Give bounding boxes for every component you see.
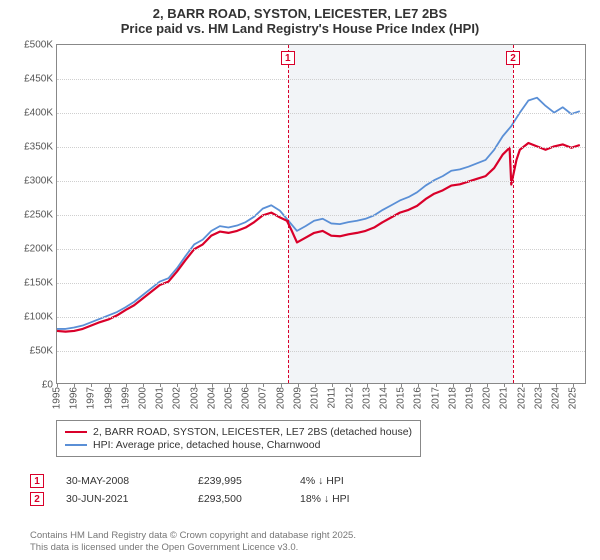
x-axis-label: 2000 [138, 387, 149, 409]
x-axis-label: 2008 [275, 387, 286, 409]
y-axis-label: £300K [24, 176, 53, 187]
sale-hpi-delta: 18% ↓ HPI [300, 493, 400, 505]
y-axis-label: £50K [30, 346, 53, 357]
x-axis-label: 1998 [103, 387, 114, 409]
legend-swatch [65, 444, 87, 446]
gridline-h [57, 215, 585, 216]
footnote: Contains HM Land Registry data © Crown c… [30, 530, 590, 554]
x-axis-label: 2021 [499, 387, 510, 409]
x-axis-label: 2022 [516, 387, 527, 409]
x-axis-label: 2006 [241, 387, 252, 409]
x-axis-label: 2019 [464, 387, 475, 409]
sales-table: 1 30-MAY-2008 £239,995 4% ↓ HPI 2 30-JUN… [30, 470, 590, 510]
x-axis-label: 2011 [327, 387, 338, 409]
x-axis-label: 2020 [482, 387, 493, 409]
sale-row: 1 30-MAY-2008 £239,995 4% ↓ HPI [30, 474, 590, 488]
legend-row: HPI: Average price, detached house, Char… [65, 439, 412, 451]
y-axis-label: £400K [24, 108, 53, 119]
reference-marker-icon: 2 [506, 51, 520, 65]
gridline-h [57, 181, 585, 182]
chart-wrapper: £0£50K£100K£150K£200K£250K£300K£350K£400… [10, 44, 590, 414]
gridline-h [57, 147, 585, 148]
series-hpi [57, 98, 580, 329]
plot-area: £0£50K£100K£150K£200K£250K£300K£350K£400… [56, 44, 586, 384]
y-axis-label: £350K [24, 142, 53, 153]
x-axis-label: 2013 [361, 387, 372, 409]
legend-swatch [65, 431, 87, 433]
x-axis-label: 2005 [224, 387, 235, 409]
gridline-h [57, 351, 585, 352]
gridline-h [57, 317, 585, 318]
x-axis-label: 2016 [413, 387, 424, 409]
reference-marker-icon: 1 [281, 51, 295, 65]
y-axis-label: £500K [24, 40, 53, 51]
legend-label: HPI: Average price, detached house, Char… [93, 439, 320, 451]
footnote-line: Contains HM Land Registry data © Crown c… [30, 530, 590, 542]
y-axis-label: £100K [24, 312, 53, 323]
legend-row: 2, BARR ROAD, SYSTON, LEICESTER, LE7 2BS… [65, 426, 412, 438]
x-axis-label: 2024 [551, 387, 562, 409]
sale-price: £239,995 [198, 475, 278, 487]
x-axis-label: 2014 [378, 387, 389, 409]
legend-label: 2, BARR ROAD, SYSTON, LEICESTER, LE7 2BS… [93, 426, 412, 438]
series-price_paid [57, 143, 580, 332]
x-axis-label: 2015 [396, 387, 407, 409]
x-axis-label: 2010 [310, 387, 321, 409]
legend-box: 2, BARR ROAD, SYSTON, LEICESTER, LE7 2BS… [56, 420, 421, 457]
y-axis-label: £450K [24, 74, 53, 85]
x-axis-label: 2009 [292, 387, 303, 409]
gridline-h [57, 283, 585, 284]
x-axis-label: 2003 [189, 387, 200, 409]
series-svg [57, 45, 585, 383]
sale-row: 2 30-JUN-2021 £293,500 18% ↓ HPI [30, 492, 590, 506]
y-axis-label: £150K [24, 278, 53, 289]
reference-line [513, 45, 514, 383]
x-axis-label: 2017 [430, 387, 441, 409]
title-subtitle: Price paid vs. HM Land Registry's House … [10, 21, 590, 36]
y-axis-label: £250K [24, 210, 53, 221]
x-axis-label: 1996 [69, 387, 80, 409]
x-axis-label: 2004 [206, 387, 217, 409]
sale-price: £293,500 [198, 493, 278, 505]
chart-title-block: 2, BARR ROAD, SYSTON, LEICESTER, LE7 2BS… [0, 0, 600, 38]
title-address: 2, BARR ROAD, SYSTON, LEICESTER, LE7 2BS [10, 6, 590, 21]
sale-marker-icon: 2 [30, 492, 44, 506]
x-axis-label: 2002 [172, 387, 183, 409]
reference-line [288, 45, 289, 383]
x-axis-label: 2023 [533, 387, 544, 409]
x-axis-label: 2012 [344, 387, 355, 409]
x-axis-label: 2007 [258, 387, 269, 409]
y-axis-label: £200K [24, 244, 53, 255]
x-axis-label: 2025 [568, 387, 579, 409]
sale-date: 30-MAY-2008 [66, 475, 176, 487]
sale-date: 30-JUN-2021 [66, 493, 176, 505]
x-axis-label: 1995 [52, 387, 63, 409]
x-axis-label: 1999 [120, 387, 131, 409]
gridline-h [57, 79, 585, 80]
sale-hpi-delta: 4% ↓ HPI [300, 475, 400, 487]
footnote-line: This data is licensed under the Open Gov… [30, 542, 590, 554]
x-axis-label: 1997 [86, 387, 97, 409]
gridline-h [57, 113, 585, 114]
sale-marker-icon: 1 [30, 474, 44, 488]
x-axis-label: 2018 [447, 387, 458, 409]
x-axis-label: 2001 [155, 387, 166, 409]
gridline-h [57, 249, 585, 250]
